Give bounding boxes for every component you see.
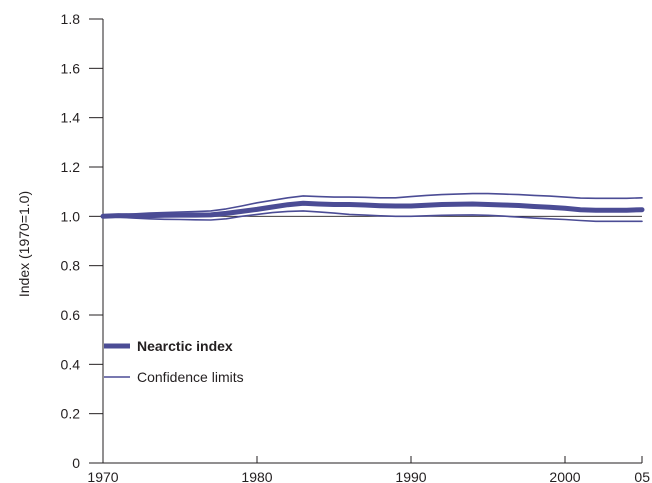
index-line xyxy=(100,200,645,219)
y-tick-label: 1.8 xyxy=(61,11,81,27)
y-tick-label: 1.0 xyxy=(61,208,81,224)
y-tick-label: 1.6 xyxy=(61,60,81,76)
y-tick-label: 0.2 xyxy=(61,406,81,422)
x-tick-label: 05 xyxy=(634,469,650,483)
x-axis: 1970 1980 1990 2000 05 xyxy=(87,456,650,483)
legend-label: Nearctic index xyxy=(137,338,233,354)
y-tick-label: 0.8 xyxy=(61,258,81,274)
series-group xyxy=(100,192,645,223)
lower-confidence-line xyxy=(102,210,643,223)
y-tick-label: 1.2 xyxy=(61,159,81,175)
x-tick-label: 2000 xyxy=(549,469,580,483)
upper-confidence-line xyxy=(102,192,643,216)
legend: Nearctic index Confidence limits xyxy=(104,338,244,385)
legend-label: Confidence limits xyxy=(137,369,244,385)
x-tick-label: 1990 xyxy=(395,469,426,483)
y-tick-label: 0.4 xyxy=(61,356,81,372)
x-tick-label: 1970 xyxy=(87,469,118,483)
y-tick-label: 0 xyxy=(72,455,80,471)
y-axis: 0 0.2 0.4 0.6 0.8 1.0 1.2 1.4 1.6 1.8 xyxy=(61,11,104,471)
y-tick-label: 0.6 xyxy=(61,307,81,323)
x-tick-label: 1980 xyxy=(241,469,272,483)
y-axis-title: Index (1970=1.0) xyxy=(16,191,32,297)
y-tick-label: 1.4 xyxy=(61,110,81,126)
